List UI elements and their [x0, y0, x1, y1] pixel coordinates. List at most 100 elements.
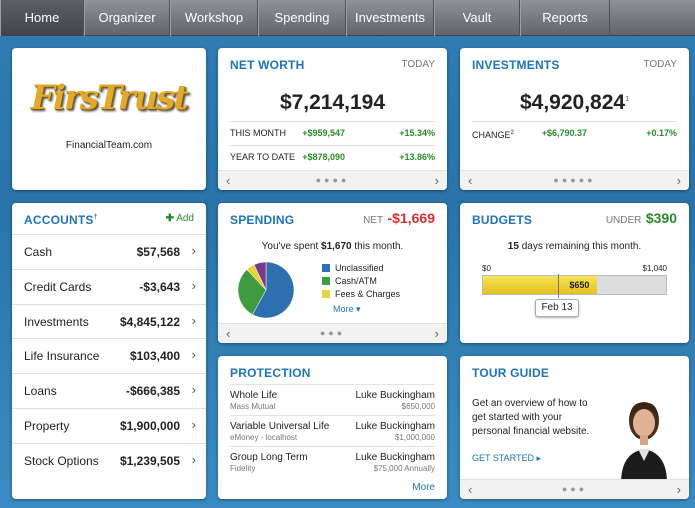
legend-swatch: [322, 290, 330, 298]
pie-slice[interactable]: [252, 261, 295, 319]
tour-guide-text: Get an overview of how to get started wi…: [472, 398, 590, 437]
pie-slice[interactable]: [237, 269, 267, 315]
policy-owner: Luke Buckingham: [355, 390, 436, 401]
tab-home[interactable]: Home: [0, 0, 84, 36]
investments-change-row: CHANGE2 +$6,790.37 +0.17%: [472, 121, 677, 143]
pager-dots: ●●●●: [315, 175, 350, 185]
investments-amount: $4,920,8241: [519, 91, 629, 114]
protection-row[interactable]: Variable Universal Life eMoney - localhos…: [230, 415, 435, 445]
arrow-right-icon: ▸: [536, 453, 542, 463]
account-value: -$666,385: [125, 384, 180, 399]
add-account-button[interactable]: ✚ Add: [165, 213, 194, 224]
tab-investments[interactable]: Investments: [346, 0, 434, 36]
net-worth-row: YEAR TO DATE +$878,090 +13.86%: [230, 145, 435, 167]
tour-guide-title: TOUR GUIDE: [472, 366, 550, 380]
budgets-title: BUDGETS: [472, 213, 533, 227]
pager-dots: ●●●: [319, 328, 346, 338]
investments-period: TODAY: [643, 59, 677, 70]
arrow-left-icon[interactable]: ‹: [226, 173, 231, 188]
legend-item: Cash/ATM: [322, 276, 377, 286]
budgets-card: BUDGETS UNDER $390 15 days remaining thi…: [460, 203, 689, 343]
legend-swatch: [322, 264, 330, 272]
policy-owner: Luke Buckingham: [355, 421, 436, 432]
legend-item: Unclassified: [322, 263, 384, 273]
chevron-right-icon: ›: [191, 243, 196, 258]
tab-workshop[interactable]: Workshop: [170, 0, 258, 36]
brand-website[interactable]: FinancialTeam.com: [65, 140, 153, 151]
protection-title: PROTECTION: [230, 366, 311, 380]
account-row[interactable]: Life Insurance $103,400 ›: [12, 338, 206, 373]
arrow-right-icon[interactable]: ›: [434, 326, 439, 341]
chevron-right-icon: ›: [191, 451, 196, 467]
account-value: $1,239,505: [119, 453, 180, 468]
chevron-right-icon: ›: [191, 277, 196, 293]
policy-name: Variable Universal Life: [230, 421, 330, 432]
account-value: $4,845,122: [119, 314, 180, 329]
policy-provider: eMoney - localhost: [230, 433, 298, 442]
account-name: Stock Options: [24, 453, 99, 468]
protection-more-link[interactable]: More: [412, 482, 435, 493]
arrow-right-icon[interactable]: ›: [434, 173, 439, 188]
policy-name: Whole Life: [230, 390, 278, 401]
spending-title: SPENDING: [230, 213, 295, 227]
arrow-left-icon[interactable]: ‹: [468, 173, 473, 188]
account-value: $103,400: [129, 349, 180, 364]
account-row[interactable]: Investments $4,845,122 ›: [12, 303, 206, 339]
investments-card: INVESTMENTS TODAY $4,920,8241 CHANGE2 +$…: [460, 48, 689, 190]
tab-vault[interactable]: Vault: [434, 0, 520, 36]
arrow-right-icon[interactable]: ›: [676, 482, 681, 497]
budget-bar[interactable]: $650: [482, 274, 667, 298]
tour-guide-person-image: [621, 402, 667, 483]
arrow-left-icon[interactable]: ‹: [468, 482, 473, 497]
net-worth-pager: ‹ ●●●● ›: [218, 170, 447, 190]
account-name: Investments: [24, 314, 89, 329]
policy-amount: $650,000: [401, 402, 435, 411]
account-name: Cash: [24, 245, 53, 259]
policy-amount: $75,000 Annually: [373, 464, 435, 473]
tab-organizer[interactable]: Organizer: [84, 0, 170, 36]
net-worth-period: TODAY: [401, 59, 435, 70]
chevron-right-icon: ›: [191, 417, 196, 432]
accounts-title: ACCOUNTS†: [24, 213, 98, 227]
account-row[interactable]: Credit Cards -$3,643 ›: [12, 268, 206, 304]
legend-swatch: [322, 277, 330, 285]
brand-logo: FirsTrust: [30, 78, 189, 118]
tour-guide-card: TOUR GUIDE Get an overview of how to get…: [460, 356, 689, 499]
account-row[interactable]: Loans -$666,385 ›: [12, 373, 206, 408]
spending-more-link[interactable]: More ▾: [333, 304, 361, 314]
account-value: $57,568: [136, 245, 180, 259]
net-worth-card: NET WORTH TODAY $7,214,194 THIS MONTH +$…: [218, 48, 447, 190]
net-worth-amount: $7,214,194: [279, 91, 386, 114]
budget-spent-label: $650: [569, 280, 590, 290]
tab-spending[interactable]: Spending: [258, 0, 346, 36]
budget-bar-fill: [483, 276, 598, 294]
net-worth-title: NET WORTH: [230, 58, 305, 72]
tab-reports[interactable]: Reports: [520, 0, 610, 36]
budget-min-label: $0: [482, 264, 491, 273]
spending-net: NET -$1,669: [363, 210, 435, 226]
budgets-under: UNDER $390: [605, 210, 677, 226]
spending-summary: You've spent $1,670 this month.: [261, 241, 404, 252]
spending-pager: ‹ ●●● ›: [218, 323, 447, 343]
accounts-card: ACCOUNTS† ✚ Add Cash $57,568 › Credit Cards…: [12, 203, 206, 499]
get-started-link[interactable]: GET STARTED ▸: [472, 453, 542, 463]
account-value: -$3,643: [139, 279, 180, 294]
arrow-right-icon[interactable]: ›: [676, 173, 681, 188]
spending-pie-chart[interactable]: [236, 260, 296, 320]
policy-owner: Luke Buckingham: [355, 452, 436, 463]
policy-name: Group Long Term: [230, 452, 308, 463]
pager-dots: ●●●●●: [553, 175, 596, 185]
pager-dots: ●●●: [561, 484, 588, 494]
account-row[interactable]: Stock Options $1,239,505 ›: [12, 442, 206, 478]
chevron-right-icon: ›: [191, 382, 196, 398]
protection-row[interactable]: Group Long Term Fidelity Luke Buckingham $7…: [230, 446, 435, 476]
budget-date-tooltip: Feb 13: [535, 299, 580, 317]
arrow-left-icon[interactable]: ‹: [226, 326, 231, 341]
account-row[interactable]: Cash $57,568 ›: [12, 234, 206, 269]
caret-down-icon: ▾: [356, 304, 361, 314]
budget-max-label: $1,040: [642, 264, 667, 273]
policy-provider: Fidelity: [230, 464, 256, 473]
account-row[interactable]: Property $1,900,000 ›: [12, 408, 206, 443]
protection-row[interactable]: Whole Life Mass Mutual Luke Buckingham $650…: [230, 384, 435, 414]
pie-slice[interactable]: [253, 261, 267, 291]
